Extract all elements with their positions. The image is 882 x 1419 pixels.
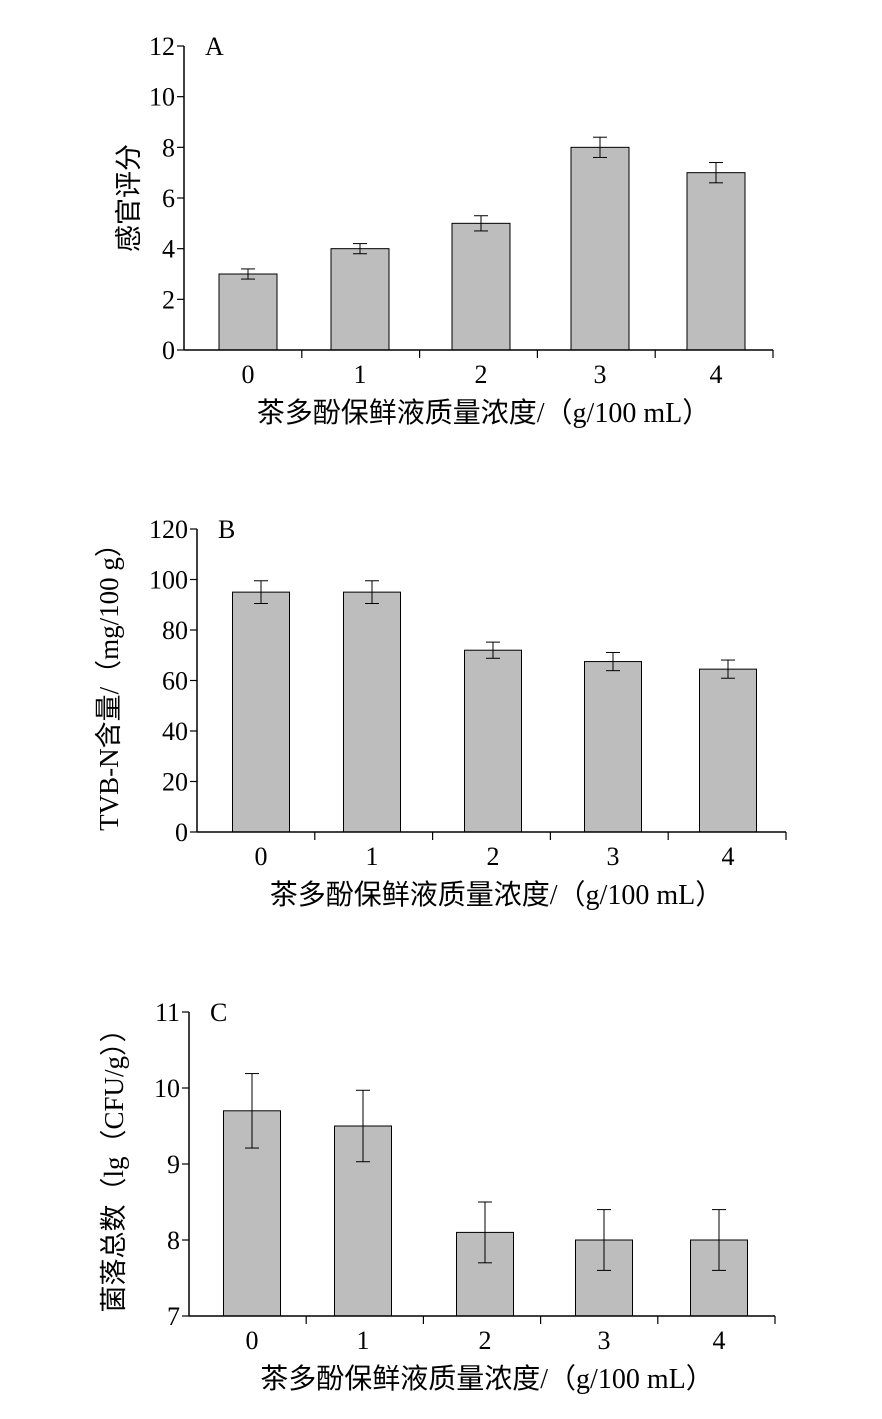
panel-label: C	[210, 998, 227, 1027]
bar	[584, 661, 642, 833]
bar	[570, 146, 630, 351]
x-tick-label: 4	[710, 360, 723, 389]
y-tick-label: 100	[149, 566, 188, 595]
bar	[330, 248, 390, 351]
x-tick-label: 1	[357, 1326, 370, 1355]
y-tick-label: 0	[162, 336, 175, 365]
y-tick-label: 4	[162, 235, 175, 264]
y-tick-label: 9	[167, 1150, 180, 1179]
y-tick-label: 8	[167, 1226, 180, 1255]
y-tick-label: 10	[154, 1074, 180, 1103]
x-axis-title: 茶多酚保鲜液质量浓度/（g/100 mL）	[270, 879, 723, 911]
bar	[343, 591, 401, 833]
bar	[464, 649, 522, 833]
y-tick-label: 10	[149, 83, 175, 112]
bar	[232, 591, 290, 833]
y-tick-label: 0	[175, 818, 188, 847]
chart-panel-c: 0 1 2 3 4 7 8 9 10 11 C 茶多酚保鲜液质量浓度/（g/100 mL） 菌落总数（l…	[99, 998, 776, 1395]
y-tick-label: 8	[162, 133, 175, 162]
x-tick-label: 0	[255, 842, 268, 871]
bar	[699, 668, 757, 833]
y-tick-label: 60	[162, 667, 188, 696]
y-tick-label: 6	[162, 184, 175, 213]
x-tick-label: 2	[479, 1326, 492, 1355]
x-tick-label: 4	[722, 842, 735, 871]
y-tick-label: 120	[149, 515, 188, 544]
x-tick-label: 3	[607, 842, 620, 871]
y-tick-label: 12	[149, 32, 175, 61]
x-tick-label: 4	[713, 1326, 726, 1355]
x-tick-label: 0	[242, 360, 255, 389]
x-tick-label: 1	[366, 842, 379, 871]
bar	[686, 172, 746, 351]
y-tick-label: 40	[162, 717, 188, 746]
y-tick-label: 11	[155, 998, 180, 1027]
x-tick-label: 2	[475, 360, 488, 389]
y-tick-label: 80	[162, 616, 188, 645]
y-tick-label: 7	[167, 1302, 180, 1331]
panel-label: A	[205, 32, 224, 61]
bar	[218, 273, 278, 351]
x-tick-label: 3	[598, 1326, 611, 1355]
x-tick-label: 3	[594, 360, 607, 389]
x-tick-label: 2	[487, 842, 500, 871]
y-tick-label: 2	[162, 285, 175, 314]
y-tick-label: 20	[162, 768, 188, 797]
x-tick-label: 1	[354, 360, 367, 389]
y-axis-title: TVB-N含量/（mg/100 g）	[94, 530, 124, 831]
panel-label: B	[218, 515, 235, 544]
bar	[451, 222, 511, 351]
x-axis-title: 茶多酚保鲜液质量浓度/（g/100 mL）	[257, 397, 710, 429]
y-axis-title: 感官评分	[114, 144, 144, 252]
x-tick-label: 0	[246, 1326, 259, 1355]
x-axis-title: 茶多酚保鲜液质量浓度/（g/100 mL）	[260, 1363, 713, 1395]
y-axis-title: 菌落总数（lg（CFU/g））	[99, 1015, 129, 1312]
